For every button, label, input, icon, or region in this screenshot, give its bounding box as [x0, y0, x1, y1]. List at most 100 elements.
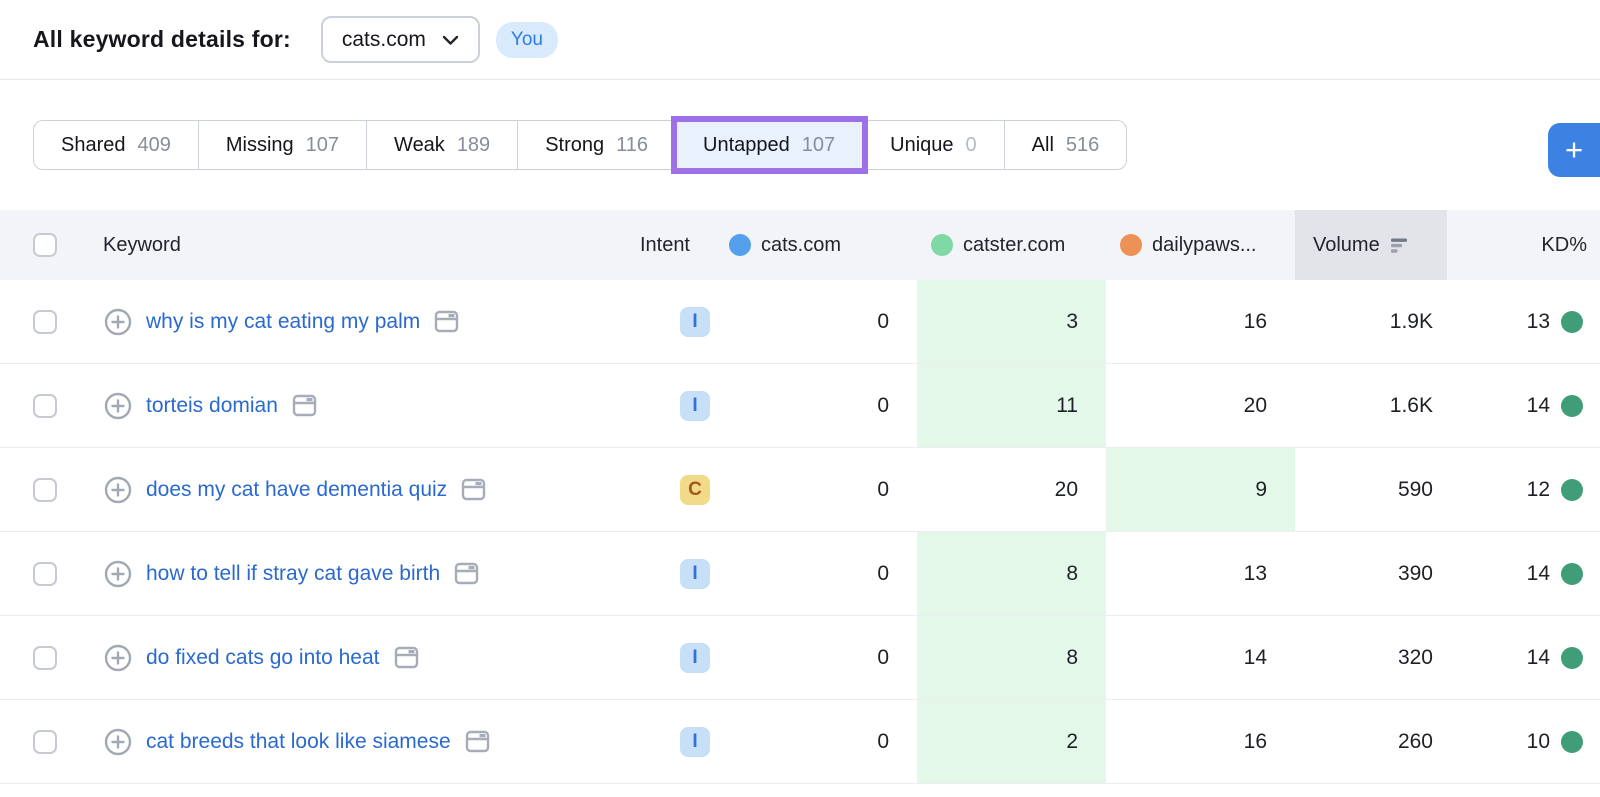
chevron-down-icon	[442, 35, 459, 45]
filter-toolbar: Shared 409 Missing 107 Weak 189 Strong 116 Untap…	[33, 116, 1600, 174]
add-keyword-icon[interactable]	[103, 475, 133, 505]
select-all-cell	[0, 210, 70, 280]
row-checkbox-cell	[0, 280, 70, 363]
column-header-catster-com[interactable]: catster.com	[917, 210, 1106, 280]
row-checkbox[interactable]	[33, 477, 57, 502]
select-all-checkbox[interactable]	[33, 233, 57, 257]
volume-cell: 1.6K	[1389, 393, 1433, 417]
row-checkbox[interactable]	[33, 309, 57, 334]
serp-features-icon[interactable]	[291, 392, 318, 419]
tab-label: All	[1031, 133, 1054, 156]
serp-features-icon[interactable]	[460, 476, 487, 503]
column-header-volume[interactable]: Volume	[1295, 210, 1447, 280]
intent-badge[interactable]: C	[680, 474, 710, 505]
you-badge: You	[495, 21, 558, 58]
plus-icon: +	[1565, 132, 1584, 167]
column-header-label: catster.com	[963, 233, 1066, 256]
dailypaws-position-cell: 14	[1243, 645, 1267, 669]
row-checkbox-cell	[0, 364, 70, 447]
add-keywords-button[interactable]: +	[1548, 123, 1600, 177]
row-checkbox-cell	[0, 532, 70, 615]
keyword-link[interactable]: why is my cat eating my palm	[146, 309, 421, 333]
row-checkbox[interactable]	[33, 393, 57, 418]
intent-badge[interactable]: I	[680, 642, 710, 673]
row-checkbox-cell	[0, 700, 70, 783]
keyword-link[interactable]: do fixed cats go into heat	[146, 645, 380, 669]
column-header-keyword[interactable]: Keyword	[103, 233, 181, 256]
sort-descending-icon	[1390, 238, 1407, 253]
add-keyword-icon[interactable]	[103, 391, 133, 421]
dailypaws-position-cell: 16	[1243, 309, 1267, 333]
tab-missing[interactable]: Missing 107	[199, 121, 368, 169]
add-keyword-icon[interactable]	[103, 727, 133, 757]
keyword-link[interactable]: does my cat have dementia quiz	[146, 477, 448, 501]
volume-cell: 390	[1397, 561, 1433, 585]
kd-difficulty-dot	[1561, 478, 1583, 501]
add-keyword-icon[interactable]	[103, 559, 133, 589]
row-checkbox-cell	[0, 448, 70, 531]
dailypaws-position-cell: 16	[1243, 729, 1267, 753]
keyword-cell: does my cat have dementia quiz	[70, 448, 615, 531]
keyword-cell: why is my cat eating my palm	[70, 280, 615, 363]
dailypaws-position-cell: 20	[1243, 393, 1267, 417]
cats-com-position-cell: 0	[877, 393, 889, 417]
volume-cell: 1.9K	[1389, 309, 1433, 333]
catster-com-position-cell: 3	[917, 280, 1106, 363]
table-body: why is my cat eating my palm I 0 3 16 1.…	[0, 280, 1600, 784]
catster-com-position-cell: 2	[917, 700, 1106, 783]
tab-weak[interactable]: Weak 189	[367, 121, 519, 169]
tab-count: 116	[616, 133, 649, 156]
keyword-cell: do fixed cats go into heat	[70, 616, 615, 699]
add-keyword-icon[interactable]	[103, 643, 133, 673]
tab-all[interactable]: All 516	[1005, 121, 1127, 169]
row-checkbox-cell	[0, 616, 70, 699]
column-header-kd[interactable]: KD%	[1541, 233, 1587, 256]
serp-features-icon[interactable]	[464, 728, 491, 755]
tab-strong[interactable]: Strong 116	[518, 121, 677, 169]
row-checkbox[interactable]	[33, 561, 57, 586]
intent-badge[interactable]: I	[680, 390, 710, 421]
intent-badge[interactable]: I	[680, 558, 710, 589]
add-keyword-icon[interactable]	[103, 307, 133, 337]
keyword-link[interactable]: torteis domian	[146, 393, 278, 417]
tab-label: Unique	[890, 133, 954, 156]
domain-dropdown-value: cats.com	[341, 27, 426, 51]
tab-unique[interactable]: Unique 0	[863, 121, 1005, 169]
dailypaws-dot-icon	[1120, 234, 1142, 256]
table-row: do fixed cats go into heat I 0 8 14 320 …	[0, 616, 1600, 700]
column-header-label: Volume	[1313, 233, 1380, 256]
catster-com-position-cell: 8	[917, 532, 1106, 615]
intent-cell: I	[615, 700, 715, 783]
volume-cell: 320	[1397, 645, 1433, 669]
intent-cell: I	[615, 364, 715, 447]
row-checkbox[interactable]	[33, 645, 57, 670]
tab-untapped[interactable]: Untapped 107	[671, 116, 869, 174]
intent-badge[interactable]: I	[680, 306, 710, 337]
intent-badge[interactable]: I	[680, 726, 710, 757]
kd-difficulty-dot	[1561, 394, 1583, 417]
catster-com-position-cell: 20	[1054, 477, 1078, 501]
serp-features-icon[interactable]	[433, 308, 460, 335]
column-header-intent[interactable]: Intent	[639, 233, 690, 256]
table-row: why is my cat eating my palm I 0 3 16 1.…	[0, 280, 1600, 364]
column-header-label: cats.com	[761, 233, 842, 256]
column-header-dailypaws[interactable]: dailypaws...	[1106, 210, 1295, 280]
serp-features-icon[interactable]	[393, 644, 420, 671]
volume-cell: 590	[1397, 477, 1433, 501]
kd-cell: 13	[1447, 280, 1600, 363]
row-checkbox[interactable]	[33, 729, 57, 754]
domain-dropdown[interactable]: cats.com	[320, 16, 480, 63]
catster-com-dot-icon	[931, 234, 953, 256]
keyword-cell: cat breeds that look like siamese	[70, 700, 615, 783]
keywords-table: Keyword Intent cats.com catster.com dail…	[0, 210, 1600, 784]
tab-count: 189	[456, 133, 491, 156]
table-row: how to tell if stray cat gave birth I 0 …	[0, 532, 1600, 616]
column-header-cats-com[interactable]: cats.com	[715, 210, 917, 280]
cats-com-position-cell: 0	[877, 477, 889, 501]
intent-cell: I	[615, 280, 715, 363]
tab-shared[interactable]: Shared 409	[34, 121, 199, 169]
serp-features-icon[interactable]	[453, 560, 480, 587]
keyword-link[interactable]: how to tell if stray cat gave birth	[146, 561, 441, 585]
keyword-link[interactable]: cat breeds that look like siamese	[146, 729, 451, 753]
